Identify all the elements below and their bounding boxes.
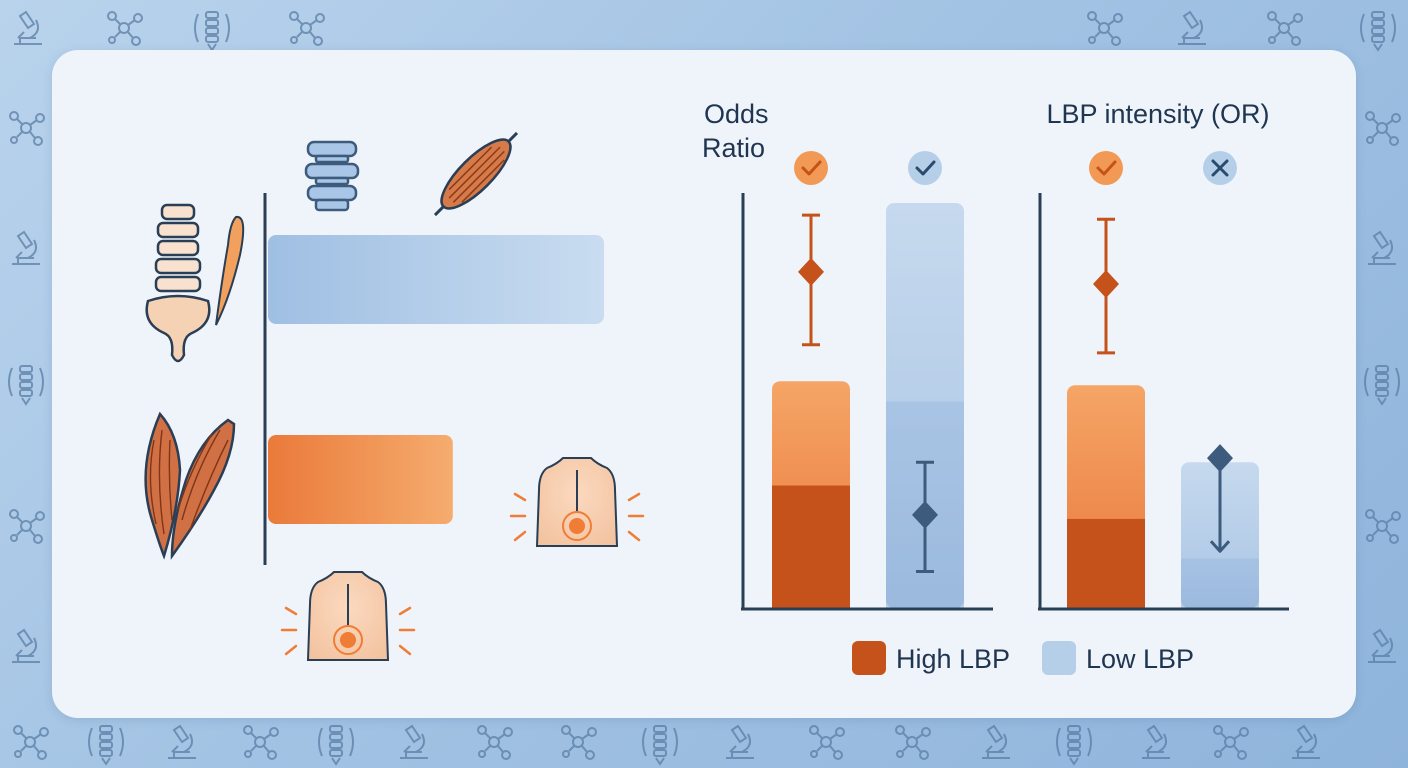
point-estimate bbox=[1093, 270, 1119, 298]
legend-label-low: Low LBP bbox=[1086, 644, 1194, 674]
point-estimate bbox=[1207, 444, 1233, 473]
spine-icon bbox=[318, 725, 354, 766]
molecule-icon bbox=[1267, 11, 1303, 46]
error-bar-high-lbp bbox=[1093, 217, 1119, 355]
lbp-intensity-panel: LBP intensity (OR) bbox=[1038, 99, 1289, 611]
legend-swatch-high bbox=[852, 641, 886, 675]
microscope-icon bbox=[1142, 724, 1170, 759]
check-icon bbox=[908, 151, 942, 185]
point-estimate bbox=[912, 500, 938, 529]
microscope-icon bbox=[12, 230, 40, 265]
right-title: LBP intensity (OR) bbox=[1046, 99, 1269, 129]
spine-icon bbox=[8, 365, 44, 406]
molecule-icon bbox=[561, 725, 597, 760]
check-icon bbox=[794, 151, 828, 185]
spine-icon bbox=[642, 725, 678, 766]
hbar-muscle bbox=[268, 435, 453, 524]
spine-icon bbox=[304, 140, 360, 212]
mid-title-line2: Ratio bbox=[702, 133, 765, 163]
molecule-icon bbox=[1365, 111, 1401, 146]
muscles-icon bbox=[144, 411, 236, 560]
molecule-icon bbox=[9, 111, 45, 146]
back-pain-icon bbox=[509, 457, 645, 547]
mid-title-line1: Odds bbox=[704, 99, 769, 129]
bar-segment-low-lbp bbox=[1181, 558, 1259, 608]
microscope-icon bbox=[1178, 10, 1206, 45]
molecule-icon bbox=[1087, 11, 1123, 46]
legend: High LBP Low LBP bbox=[852, 641, 1194, 675]
molecule-icon bbox=[1213, 725, 1249, 760]
microscope-icon bbox=[400, 724, 428, 759]
error-bar-high-lbp bbox=[798, 213, 824, 347]
spine-icon bbox=[1056, 725, 1092, 766]
molecule-icon bbox=[107, 11, 143, 46]
point-estimate bbox=[798, 257, 824, 286]
spine-icon bbox=[1360, 11, 1396, 52]
hbar-spine bbox=[268, 235, 604, 324]
molecule-icon bbox=[289, 11, 325, 46]
error-bar-low-lbp bbox=[1207, 444, 1233, 553]
molecule-icon bbox=[9, 509, 45, 544]
microscope-icon bbox=[1368, 230, 1396, 265]
molecule-icon bbox=[243, 725, 279, 760]
check-icon bbox=[1089, 151, 1123, 185]
microscope-icon bbox=[12, 628, 40, 663]
microscope-icon bbox=[168, 724, 196, 759]
error-bar-low-lbp bbox=[912, 460, 938, 574]
bar-segment-high-lbp bbox=[772, 485, 850, 608]
left-bar-panel bbox=[144, 131, 645, 661]
molecule-icon bbox=[1365, 509, 1401, 544]
odds-ratio-panel: Odds Ratio bbox=[702, 99, 993, 611]
cross-icon bbox=[1203, 151, 1237, 185]
spine-icon bbox=[88, 725, 124, 766]
spine-pelvis-icon bbox=[145, 203, 245, 363]
molecule-icon bbox=[895, 725, 931, 760]
microscope-icon bbox=[1292, 724, 1320, 759]
legend-swatch-low bbox=[1042, 641, 1076, 675]
bar-segment-high-lbp bbox=[1067, 518, 1145, 608]
molecule-icon bbox=[477, 725, 513, 760]
microscope-icon bbox=[14, 10, 42, 45]
molecule-icon bbox=[809, 725, 845, 760]
microscope-icon bbox=[1368, 628, 1396, 663]
spine-icon bbox=[1364, 365, 1400, 406]
muscle-icon bbox=[433, 131, 519, 217]
microscope-icon bbox=[726, 724, 754, 759]
legend-label-high: High LBP bbox=[896, 644, 1010, 674]
microscope-icon bbox=[982, 724, 1010, 759]
back-pain-icon bbox=[280, 571, 416, 661]
molecule-icon bbox=[13, 725, 49, 760]
